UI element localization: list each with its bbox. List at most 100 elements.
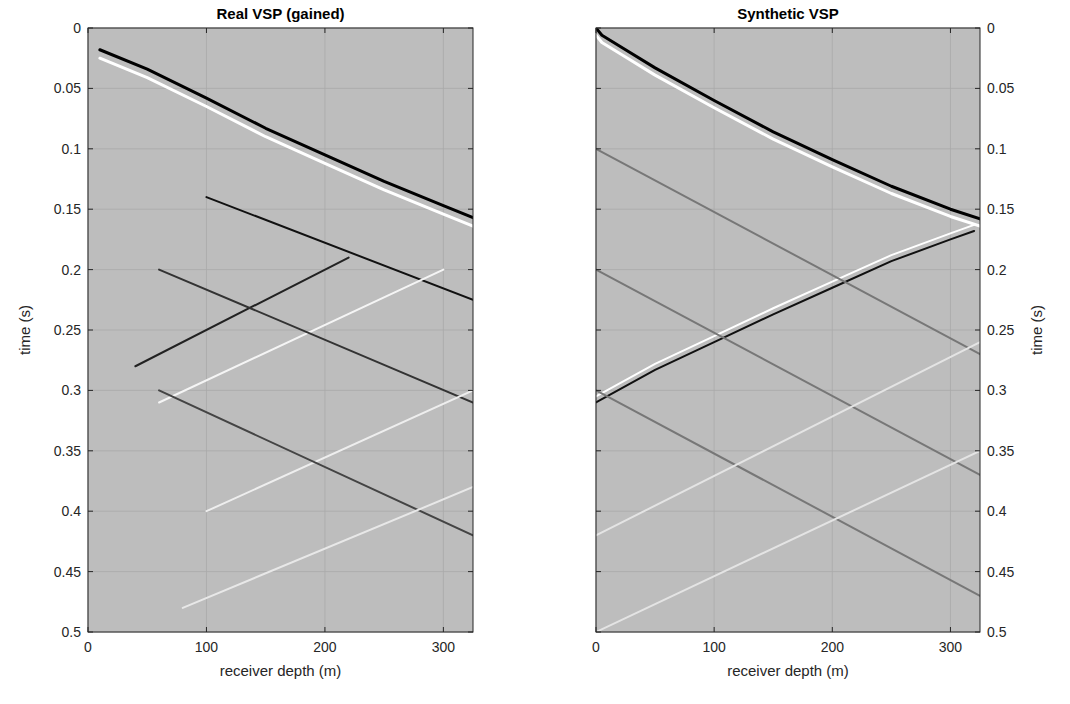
tick — [975, 632, 980, 633]
tick — [975, 28, 980, 29]
grid-line — [596, 330, 980, 331]
tick — [88, 148, 93, 149]
tick — [88, 390, 93, 391]
tick — [714, 627, 715, 632]
y-tick-label: 0.35 — [987, 443, 1014, 459]
grid-line — [88, 390, 473, 391]
y-tick-label: 0.45 — [987, 564, 1014, 580]
grid-line — [596, 269, 980, 270]
tick — [88, 627, 89, 632]
tick — [975, 450, 980, 451]
tick — [596, 88, 601, 89]
tick — [88, 450, 93, 451]
event-line — [596, 390, 980, 595]
grid-line — [596, 511, 980, 512]
data-group — [100, 50, 473, 608]
tick — [714, 28, 715, 33]
y-tick-label: 0.05 — [54, 80, 81, 96]
tick — [468, 330, 473, 331]
x-tick-label: 0 — [592, 639, 600, 655]
title: Synthetic VSP — [737, 5, 839, 22]
tick — [975, 390, 980, 391]
tick — [468, 28, 473, 29]
tick — [443, 627, 444, 632]
y-tick-label: 0 — [73, 20, 81, 36]
y-tick-label: 0.2 — [62, 262, 82, 278]
frame — [88, 28, 473, 632]
panel: 010020030000.050.10.150.20.250.30.350.40… — [592, 5, 1045, 679]
tick — [975, 571, 980, 572]
tick — [88, 28, 89, 33]
frame — [596, 28, 980, 632]
y-tick-label: 0 — [987, 20, 995, 36]
y-tick-label: 0.5 — [62, 624, 82, 640]
tick — [88, 269, 93, 270]
grid-line — [88, 450, 473, 451]
x-tick-label: 300 — [432, 639, 456, 655]
grid-line — [88, 148, 473, 149]
tick — [596, 627, 597, 632]
event-line — [596, 270, 980, 475]
tick — [596, 511, 601, 512]
tick — [468, 269, 473, 270]
y-tick-label: 0.25 — [54, 322, 81, 338]
tick — [975, 269, 980, 270]
event-line — [206, 390, 473, 511]
event-line — [159, 270, 473, 403]
tick — [88, 88, 93, 89]
y-tick-label: 0.5 — [987, 624, 1007, 640]
tick — [975, 330, 980, 331]
y-axis-title: time (s) — [1028, 305, 1045, 355]
x-tick-label: 0 — [84, 639, 92, 655]
panel: 010020030000.050.10.150.20.250.30.350.40… — [16, 5, 473, 679]
tick — [975, 148, 980, 149]
x-tick-label: 200 — [313, 639, 337, 655]
grid-line — [596, 450, 980, 451]
grid-line — [596, 390, 980, 391]
tick — [596, 28, 601, 29]
tick — [206, 28, 207, 33]
tick — [468, 148, 473, 149]
y-tick-label: 0.3 — [62, 382, 82, 398]
event-line — [159, 390, 473, 535]
grid-line — [596, 209, 980, 210]
y-tick-label: 0.35 — [54, 443, 81, 459]
y-tick-label: 0.1 — [62, 141, 82, 157]
grid-line — [596, 148, 980, 149]
tick — [88, 330, 93, 331]
tick — [468, 571, 473, 572]
title: Real VSP (gained) — [216, 5, 344, 22]
tick — [832, 28, 833, 33]
y-axis-title: time (s) — [16, 305, 33, 355]
tick — [324, 627, 325, 632]
y-tick-label: 0.1 — [987, 141, 1007, 157]
event-line — [596, 451, 980, 632]
tick — [468, 632, 473, 633]
event-line — [596, 28, 980, 219]
x-tick-label: 200 — [821, 639, 845, 655]
plot-background — [596, 28, 980, 632]
event-line — [596, 231, 974, 403]
tick — [443, 28, 444, 33]
tick — [88, 209, 93, 210]
event-line — [159, 270, 443, 403]
tick — [88, 28, 93, 29]
grid-line — [88, 571, 473, 572]
y-tick-label: 0.15 — [54, 201, 81, 217]
y-tick-label: 0.25 — [987, 322, 1014, 338]
y-tick-label: 0.4 — [62, 503, 82, 519]
event-line — [206, 197, 473, 300]
x-axis-title: receiver depth (m) — [727, 662, 849, 679]
tick — [950, 627, 951, 632]
tick — [975, 88, 980, 89]
grid-line — [596, 571, 980, 572]
event-line — [596, 149, 980, 354]
y-tick-label: 0.05 — [987, 80, 1014, 96]
tick — [975, 511, 980, 512]
x-tick-label: 100 — [702, 639, 726, 655]
event-line — [100, 50, 473, 218]
x-tick-label: 300 — [939, 639, 963, 655]
tick — [975, 209, 980, 210]
tick — [88, 571, 93, 572]
tick — [596, 330, 601, 331]
